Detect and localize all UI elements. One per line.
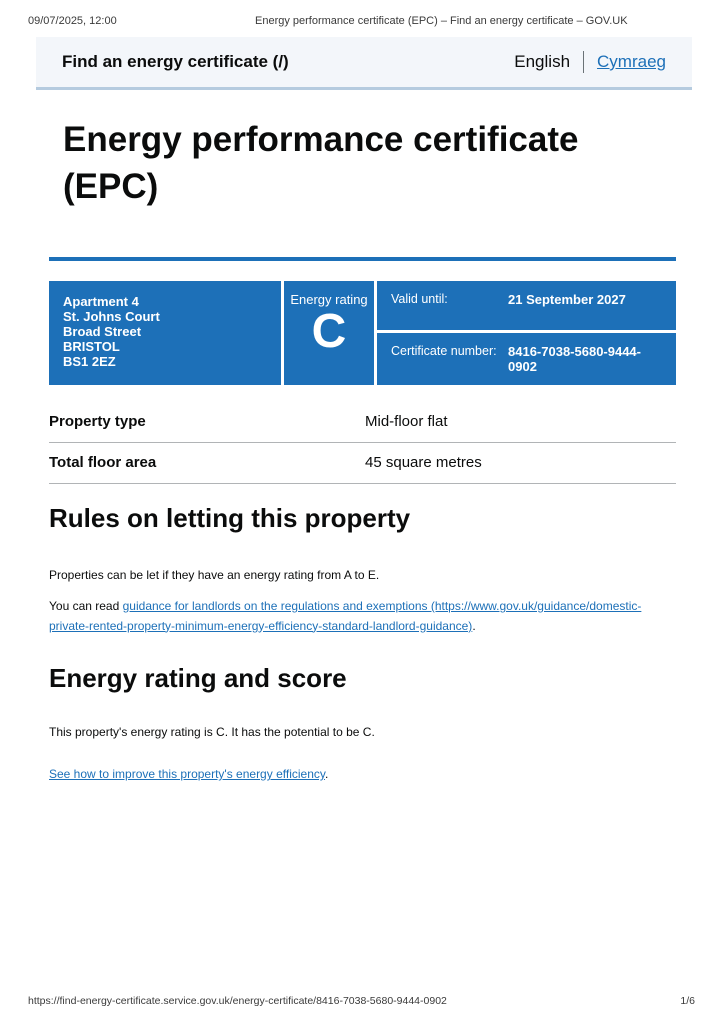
guidance-paragraph: You can read guidance for landlords on t…	[49, 597, 650, 636]
certificate-number-value: 8416-7038-5680-9444-0902	[508, 344, 641, 374]
energy-rating-badge: Energy rating C	[284, 281, 374, 385]
table-row-total-floor-area: Total floor area 45 square metres	[49, 443, 676, 484]
address-line: BS1 2EZ	[63, 354, 116, 369]
print-document-title: Energy performance certificate (EPC) – F…	[255, 15, 628, 27]
print-datetime: 09/07/2025, 12:00	[28, 15, 117, 27]
property-details-table: Property type Mid-floor flat Total floor…	[49, 402, 676, 484]
service-name-link[interactable]: Find an energy certificate (/)	[62, 52, 289, 71]
language-link-cymraeg[interactable]: Cymraeg	[597, 52, 666, 71]
language-current-english: English	[514, 52, 571, 71]
rating-paragraph: This property's energy rating is C. It h…	[49, 725, 375, 739]
rating-section-heading: Energy rating and score	[49, 663, 347, 693]
valid-until-row: Valid until: 21 September 2027	[377, 281, 676, 330]
print-footer-url: https://find-energy-certificate.service.…	[28, 995, 447, 1007]
row-value: 45 square metres	[365, 454, 482, 471]
service-header-bar: Find an energy certificate (/) English C…	[36, 37, 692, 90]
certificate-number-label: Certificate number:	[391, 344, 497, 358]
address-line: BRISTOL	[63, 339, 120, 354]
print-page-indicator: 1/6	[680, 995, 695, 1007]
table-row-property-type: Property type Mid-floor flat	[49, 402, 676, 443]
certificate-summary-box: Apartment 4 St. Johns Court Broad Street…	[49, 281, 676, 385]
improve-text-suffix: .	[324, 767, 329, 781]
address-line: Broad Street	[63, 324, 142, 339]
row-label: Total floor area	[49, 454, 157, 471]
certificate-meta: Valid until: 21 September 2027 Certifica…	[377, 281, 676, 385]
improve-efficiency-link[interactable]: See how to improve this property's energ…	[49, 767, 325, 781]
improve-paragraph: See how to improve this property's energ…	[49, 765, 328, 785]
energy-rating-value: C	[311, 305, 347, 358]
address-line: Apartment 4	[63, 294, 139, 309]
rules-section-heading: Rules on letting this property	[49, 503, 411, 533]
energy-rating-label: Energy rating	[290, 292, 368, 307]
title-divider-rule	[49, 257, 676, 261]
rules-paragraph: Properties can be let if they have an en…	[49, 568, 380, 582]
row-label: Property type	[49, 413, 146, 430]
property-address: Apartment 4 St. Johns Court Broad Street…	[49, 281, 281, 385]
row-value: Mid-floor flat	[365, 413, 448, 430]
browser-print-footer: https://find-energy-certificate.service.…	[0, 995, 724, 1009]
certificate-number-row: Certificate number: 8416-7038-5680-9444-…	[377, 333, 676, 385]
page-title: Energy performance certificate (EPC)	[63, 120, 579, 206]
language-switcher: English Cymraeg	[514, 51, 666, 73]
landlord-guidance-link[interactable]: guidance for landlords on the regulation…	[49, 599, 642, 633]
guidance-text-prefix: You can read	[49, 599, 123, 613]
valid-until-value: 21 September 2027	[508, 292, 626, 307]
valid-until-label: Valid until:	[391, 292, 448, 306]
language-separator	[583, 51, 585, 73]
address-line: St. Johns Court	[63, 309, 160, 324]
browser-print-header: 09/07/2025, 12:00 Energy performance cer…	[0, 15, 724, 29]
guidance-text-suffix: .	[472, 618, 476, 633]
